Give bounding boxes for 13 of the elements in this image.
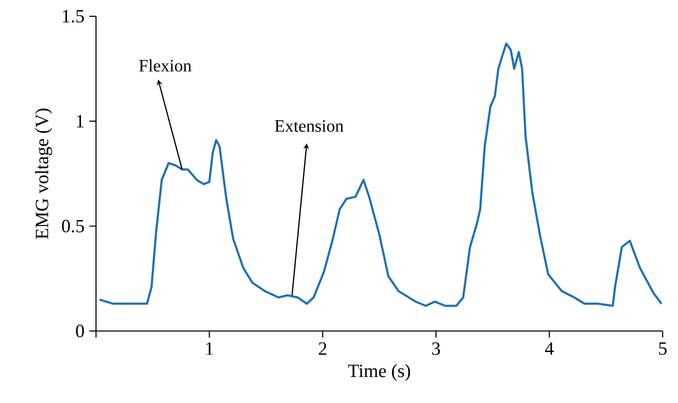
x-tick-label: 5 bbox=[659, 342, 667, 355]
x-tick-label: 3 bbox=[432, 342, 440, 355]
y-tick-label: 0.5 bbox=[62, 220, 84, 232]
y-tick-label: 0 bbox=[76, 324, 84, 338]
y-axis-title: EMG voltage (V) bbox=[35, 108, 52, 239]
x-tick-label: 4 bbox=[545, 342, 554, 355]
x-tick-label: 2 bbox=[318, 342, 326, 355]
annotation: Extension bbox=[274, 120, 344, 132]
y-tick-label: 1.5 bbox=[62, 10, 84, 23]
annotation: Flexion bbox=[139, 59, 192, 72]
x-axis-title: Time (s) bbox=[348, 364, 410, 381]
y-tick-label: 1 bbox=[76, 115, 84, 128]
x-tick-label: 1 bbox=[206, 342, 213, 355]
